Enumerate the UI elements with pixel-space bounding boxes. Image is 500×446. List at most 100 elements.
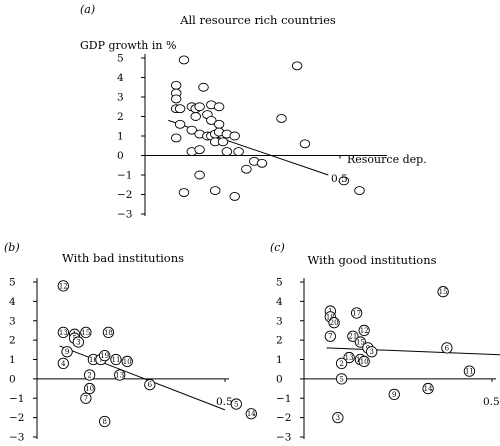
data-point-circle	[332, 411, 344, 424]
data-point	[174, 119, 186, 129]
panel-c: (c) With good institutions 543210−1−2−3 …	[270, 241, 500, 444]
data-point	[170, 94, 182, 104]
y-tick-label-c: 4	[276, 296, 283, 308]
data-point	[241, 164, 252, 174]
data-point-labeled: 11	[110, 353, 122, 366]
x-tick-b: 0.5	[216, 396, 233, 408]
points-b: 121311553189416719111013210768514	[57, 280, 257, 428]
data-point	[190, 112, 201, 121]
data-point-label: 4	[61, 360, 66, 368]
data-point-labeled: 13	[57, 326, 69, 339]
data-point	[186, 125, 198, 135]
y-axis-label-a: GDP growth in %	[80, 39, 176, 52]
x-tick-a: 0.5	[331, 173, 348, 185]
data-point-circle	[358, 355, 370, 368]
y-tick-label-b: −3	[9, 432, 24, 444]
data-point-label: 15	[81, 329, 90, 337]
data-point-label: 10	[123, 358, 132, 366]
y-tick-label-a: 5	[117, 53, 124, 65]
y-tick-label-c: −1	[276, 393, 291, 405]
y-tick-label-a: −2	[117, 189, 132, 201]
data-point	[338, 176, 350, 186]
data-point-circle	[463, 365, 476, 377]
data-point-label: 21	[348, 333, 357, 341]
data-point-circle	[343, 351, 355, 364]
y-tick-label-b: 3	[9, 315, 16, 327]
data-point-circle	[114, 369, 126, 381]
chart-title-a: All resource rich countries	[179, 13, 336, 27]
data-point-circle	[441, 342, 453, 354]
y-tick-label-b: 2	[9, 335, 16, 347]
data-point-labeled: 3	[332, 411, 344, 424]
data-point	[194, 102, 205, 112]
data-point	[229, 131, 240, 141]
data-point-circle	[72, 336, 85, 348]
data-point-labeled: 15	[80, 326, 92, 339]
data-point-labeled: 4	[57, 357, 69, 370]
data-point-label: 14	[424, 385, 433, 393]
axes-a	[144, 54, 387, 216]
y-tick-label-a: 4	[117, 72, 124, 84]
data-point-circle	[347, 330, 359, 342]
data-point-labeled: 8	[99, 415, 111, 428]
data-point-labeled: 17	[350, 307, 363, 319]
data-point-label: 19	[100, 352, 109, 360]
data-point-labeled: 10	[83, 382, 96, 395]
data-point-labeled: 12	[57, 280, 69, 292]
data-point-labeled: 13	[343, 351, 355, 364]
data-point-label: 3	[76, 338, 80, 346]
data-point-label: 12	[360, 327, 369, 335]
y-tick-label-b: −1	[9, 393, 24, 405]
data-point-label: 10	[85, 385, 94, 393]
data-point	[354, 186, 365, 196]
data-point-label: 3	[336, 414, 340, 422]
data-point-circle	[358, 324, 370, 337]
data-point-labeled: 15	[437, 286, 449, 298]
data-point	[276, 113, 287, 123]
y-ticks-a: 5 4 3 2 1 0 −1 −2 −3	[117, 53, 145, 221]
data-point-label: 9	[65, 348, 69, 356]
data-point-labeled: 21	[347, 330, 359, 342]
data-point	[170, 133, 182, 143]
data-point	[178, 55, 190, 65]
data-point-circle	[110, 353, 122, 366]
data-point-labeled: 15	[354, 336, 367, 348]
y-ticks-c: 5 4 3 2 1 0 −1 −2 −3	[276, 277, 304, 444]
data-point-label: 16	[89, 356, 98, 364]
data-point	[213, 119, 225, 129]
data-point-labeled: 13	[114, 369, 126, 381]
y-tick-label-a: 0	[117, 150, 124, 162]
data-point-label: 7	[99, 356, 103, 364]
data-point-label: 6	[148, 381, 153, 389]
y-tick-label-a: −3	[117, 209, 132, 221]
data-point-labeled: 5	[335, 373, 348, 385]
data-point	[213, 102, 225, 112]
data-point-label: 7	[84, 395, 88, 403]
data-point-labeled: 6	[144, 379, 156, 391]
x-tick-c: 0.5	[483, 396, 500, 408]
data-point-label: 9	[392, 391, 396, 399]
data-point-labeled: 14	[422, 382, 434, 395]
data-point-circle	[350, 307, 363, 319]
data-point-labeled: 10	[358, 355, 370, 368]
data-point	[174, 104, 186, 114]
data-point-label: 5	[234, 400, 238, 408]
data-point-label: 2	[339, 360, 343, 368]
data-point-circle	[366, 346, 378, 358]
data-point-labeled: 9	[388, 388, 400, 401]
data-point-circle	[245, 408, 257, 420]
data-point-label: 3	[369, 348, 373, 356]
data-point-labeled: 20	[328, 317, 340, 329]
data-point	[198, 82, 209, 92]
points-c: 118207172112159313192105391415611	[324, 286, 476, 424]
y-tick-label-b: 4	[9, 296, 16, 308]
data-point-labeled: 7	[324, 330, 336, 342]
data-point-label: 13	[345, 354, 354, 362]
data-point-label: 15	[356, 338, 365, 346]
data-point-labeled: 5	[230, 398, 242, 410]
data-point	[217, 137, 229, 147]
data-point	[221, 147, 233, 157]
y-tick-label-c: 3	[276, 315, 283, 327]
y-tick-label-c: 5	[276, 277, 283, 289]
data-point-circle	[422, 382, 434, 395]
